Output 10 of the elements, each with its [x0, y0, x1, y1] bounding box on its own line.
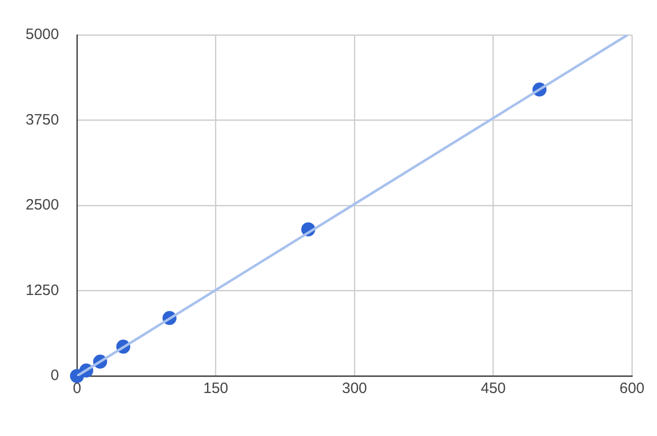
- x-tick-label: 450: [480, 380, 506, 398]
- y-tick-label: 3750: [26, 111, 59, 128]
- y-tick-label: 2500: [26, 196, 59, 214]
- x-tick-label: 150: [203, 380, 228, 398]
- x-tick-label: 600: [619, 380, 645, 398]
- y-tick-label: 5000: [26, 26, 59, 44]
- x-tick-label: 300: [342, 380, 368, 398]
- y-tick-label: 1250: [26, 282, 59, 299]
- y-tick-label: 0: [50, 367, 59, 384]
- x-tick-label: 0: [72, 380, 82, 398]
